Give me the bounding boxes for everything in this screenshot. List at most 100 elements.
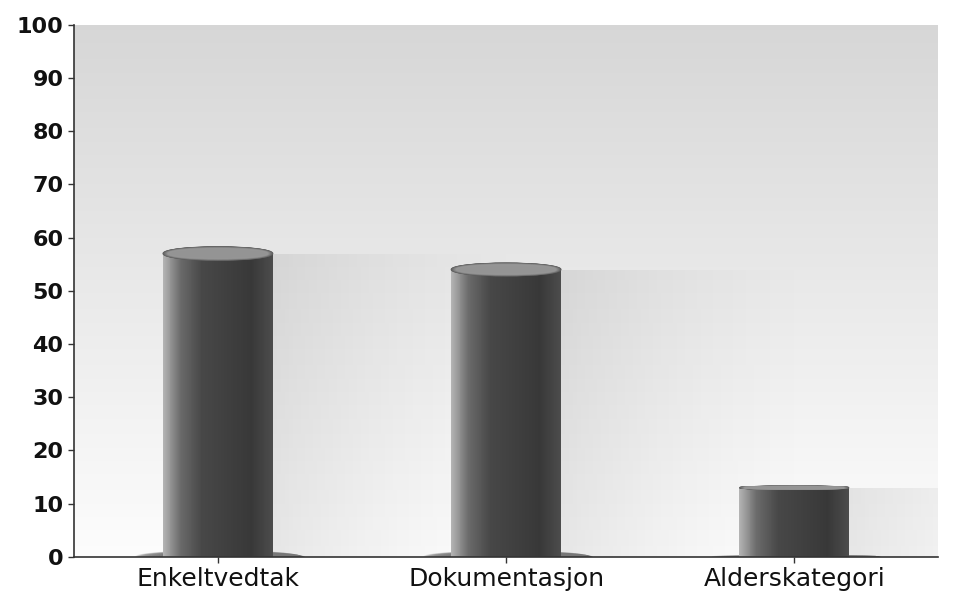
Bar <box>74 354 939 358</box>
Ellipse shape <box>456 264 557 274</box>
Ellipse shape <box>456 554 591 559</box>
Bar <box>74 153 939 155</box>
Bar <box>74 230 939 232</box>
Bar <box>485 269 486 557</box>
Bar <box>741 269 746 557</box>
Bar <box>839 488 841 557</box>
Bar <box>170 254 171 557</box>
Bar <box>488 269 489 557</box>
Bar <box>259 254 260 557</box>
Bar <box>681 269 686 557</box>
Bar <box>197 254 198 557</box>
Bar <box>74 161 939 163</box>
Bar <box>174 254 176 557</box>
Bar <box>74 520 939 522</box>
Bar <box>74 362 939 365</box>
Bar <box>902 488 905 557</box>
Bar <box>74 67 939 70</box>
Bar <box>493 269 494 557</box>
Bar <box>74 472 939 474</box>
Bar <box>74 517 939 520</box>
Bar <box>536 269 537 557</box>
Bar <box>844 488 845 557</box>
Bar <box>242 254 243 557</box>
Ellipse shape <box>742 486 846 489</box>
Bar <box>832 488 833 557</box>
Bar <box>74 336 939 339</box>
Bar <box>74 536 939 538</box>
Ellipse shape <box>450 554 590 560</box>
Bar <box>515 269 517 557</box>
Ellipse shape <box>432 552 589 562</box>
Bar <box>559 269 561 557</box>
Ellipse shape <box>159 553 302 561</box>
Bar <box>74 203 939 206</box>
Bar <box>74 120 939 123</box>
Bar <box>460 269 461 557</box>
Bar <box>511 269 512 557</box>
Ellipse shape <box>739 556 879 558</box>
Bar <box>216 254 218 557</box>
Bar <box>673 269 677 557</box>
Bar <box>838 488 839 557</box>
Bar <box>534 269 535 557</box>
Bar <box>74 304 939 307</box>
Bar <box>239 254 240 557</box>
Bar <box>564 269 569 557</box>
Bar <box>74 89 939 91</box>
Bar <box>457 254 461 557</box>
Bar <box>815 488 816 557</box>
Bar <box>233 254 235 557</box>
Bar <box>74 246 939 248</box>
Bar <box>74 128 939 131</box>
Ellipse shape <box>742 486 846 489</box>
Bar <box>589 269 593 557</box>
Bar <box>198 254 199 557</box>
Bar <box>454 254 457 557</box>
Bar <box>74 320 939 323</box>
Bar <box>211 254 213 557</box>
Bar <box>502 269 503 557</box>
Bar <box>464 269 465 557</box>
Ellipse shape <box>743 486 845 489</box>
Ellipse shape <box>737 556 879 558</box>
Bar <box>558 269 560 557</box>
Bar <box>74 469 939 472</box>
Bar <box>74 190 939 192</box>
Bar <box>74 451 939 453</box>
Ellipse shape <box>712 556 877 558</box>
Bar <box>288 254 293 557</box>
Bar <box>520 269 521 557</box>
Bar <box>522 269 523 557</box>
Bar <box>666 269 669 557</box>
Bar <box>164 254 165 557</box>
Bar <box>480 269 481 557</box>
Bar <box>825 488 826 557</box>
Bar <box>925 488 929 557</box>
Bar <box>74 168 939 171</box>
Bar <box>771 488 772 557</box>
Bar <box>74 51 939 54</box>
Bar <box>770 488 771 557</box>
Bar <box>165 254 166 557</box>
Bar <box>74 227 939 230</box>
Bar <box>429 254 434 557</box>
Ellipse shape <box>452 263 561 276</box>
Bar <box>525 269 526 557</box>
Bar <box>277 254 281 557</box>
Bar <box>263 254 264 557</box>
Bar <box>481 254 485 557</box>
Bar <box>479 269 480 557</box>
Bar <box>74 142 939 145</box>
Bar <box>74 182 939 184</box>
Bar <box>760 488 762 557</box>
Bar <box>953 488 955 557</box>
Bar <box>74 350 939 352</box>
Ellipse shape <box>445 553 590 561</box>
Bar <box>467 269 468 557</box>
Bar <box>74 110 939 112</box>
Bar <box>811 488 812 557</box>
Bar <box>74 400 939 402</box>
Bar <box>257 254 259 557</box>
Bar <box>823 488 825 557</box>
